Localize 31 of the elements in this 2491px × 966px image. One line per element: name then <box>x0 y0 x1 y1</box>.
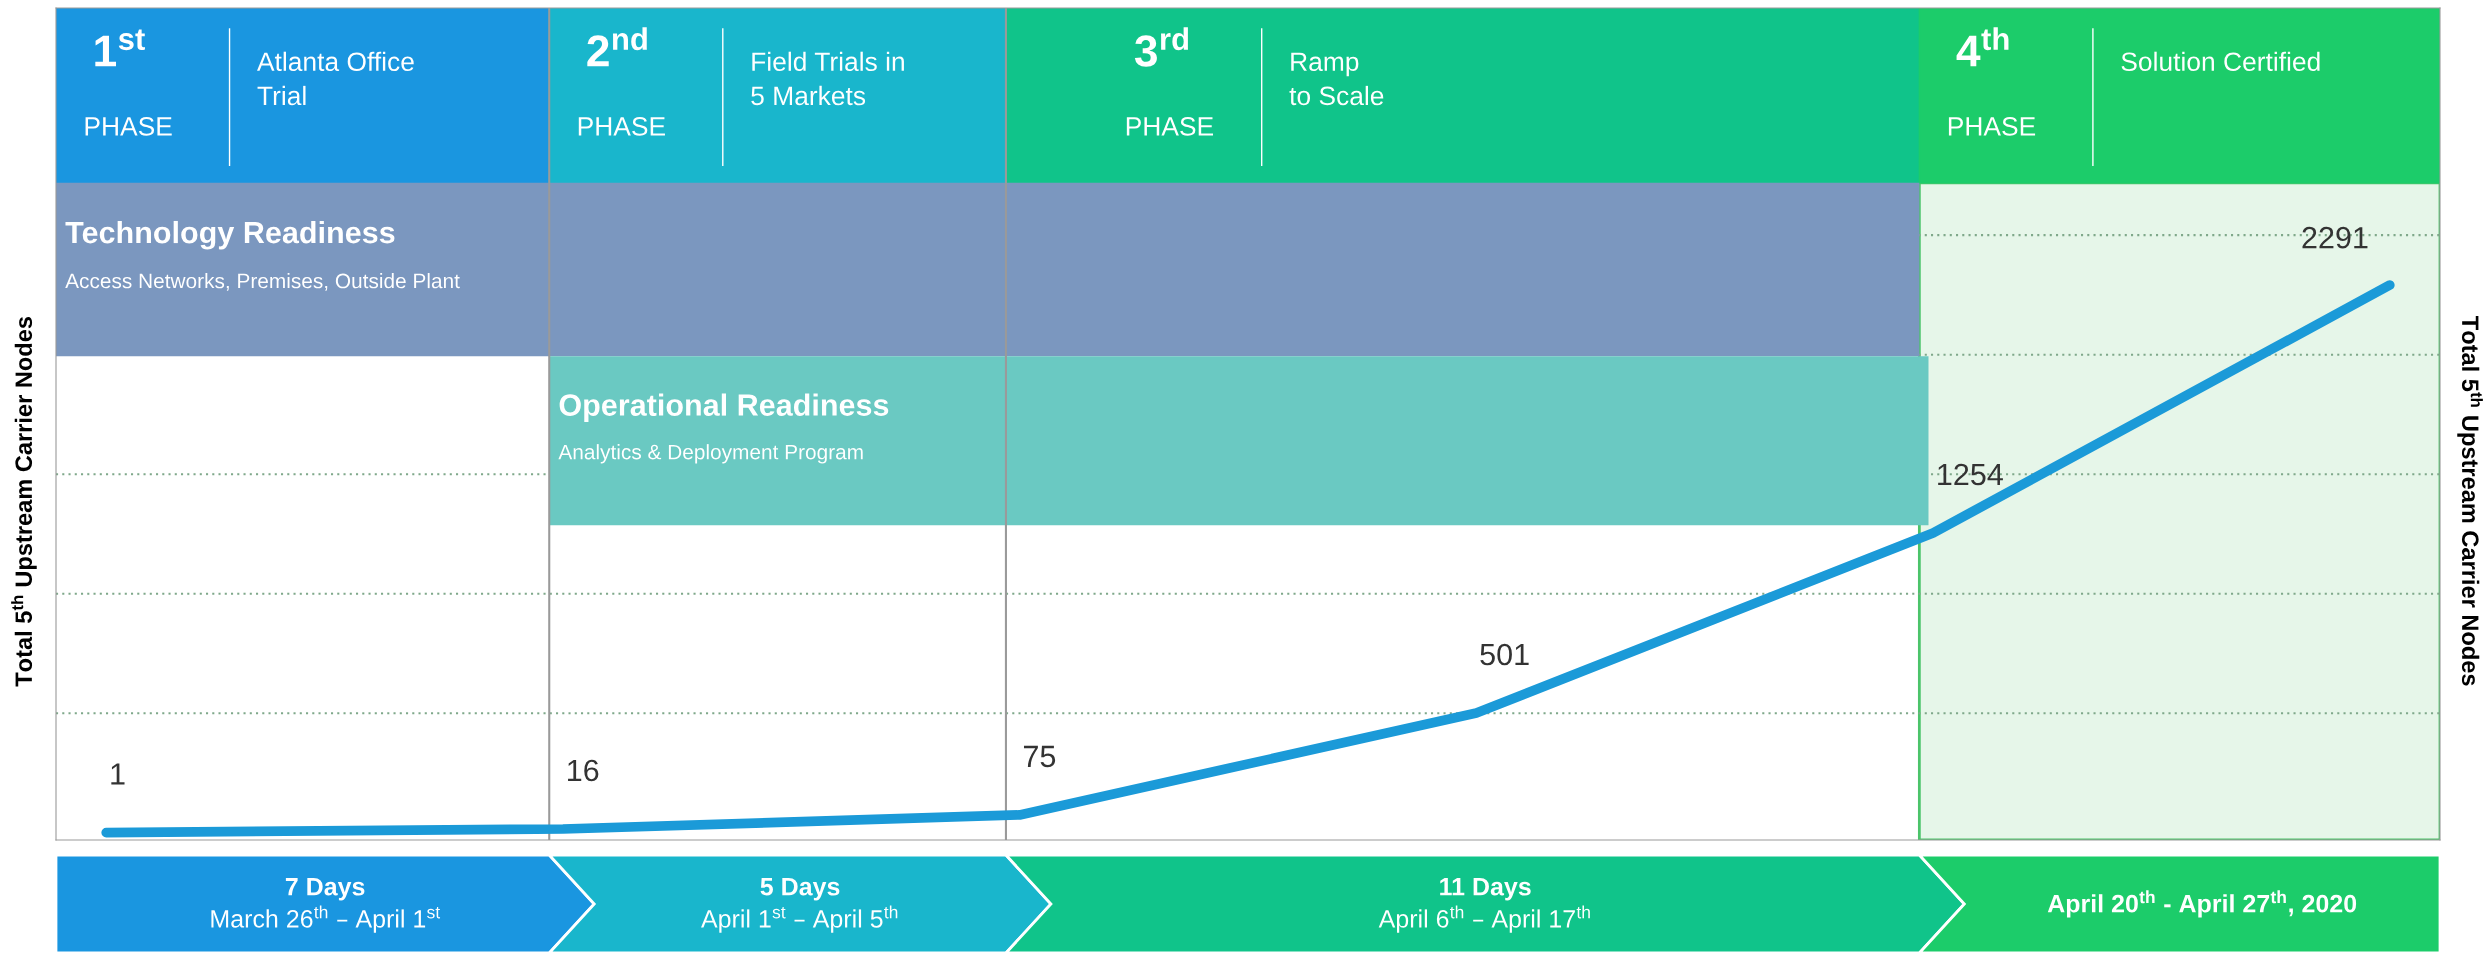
annotation: Atlanta Office Trial <box>257 51 414 106</box>
data-label: 75 <box>1023 745 1056 768</box>
annotation: Access Networks, Premises, Outside Plant <box>65 273 460 291</box>
text: 5 Days <box>760 878 840 901</box>
annotation: Field Trials in 5 Markets <box>751 51 904 106</box>
text: March 26$^{th}$ – April 1$^{st}$ <box>211 905 441 933</box>
text: 11 Days <box>1440 878 1531 901</box>
annotation: PHASE <box>85 117 172 136</box>
y2-axis-title: Total 5$^{th}$ Upstream Carrier Nodes <box>2457 316 2483 686</box>
text: April 6$^{th}$ – April 17$^{th}$ <box>1378 905 1590 933</box>
data-label: 2291 <box>2302 226 2368 249</box>
annotation: Analytics & Deployment Program <box>558 444 863 464</box>
band-label: Operational Readiness <box>559 393 889 422</box>
text: 7 Days <box>285 878 365 901</box>
annotation: PHASE <box>578 117 665 136</box>
text: April 20$^{th}$ - April 27$^{th}$, 2020 <box>2047 890 2357 918</box>
y-axis-title: Total 5$^{th}$ Upstream Carrier Nodes <box>11 316 37 687</box>
band-label: Technology Readiness <box>65 220 395 250</box>
annotation: PHASE <box>1948 117 2036 136</box>
annotation: Ramp to Scale <box>1289 52 1384 106</box>
data-label: 1 <box>111 763 125 785</box>
annotation: 4$^{th}$ <box>1956 27 2009 67</box>
annotation: 3$^{rd}$ <box>1134 27 1189 67</box>
data-label: 1254 <box>1938 463 2003 486</box>
annotation: 2$^{nd}$ <box>587 27 647 67</box>
annotation: Solution Certified <box>2121 51 2320 72</box>
data-label: 16 <box>568 759 599 782</box>
data-label: 501 <box>1480 643 1529 666</box>
annotation: 1$^{st}$ <box>95 29 145 67</box>
annotation: PHASE <box>1126 117 1214 136</box>
text: April 1$^{st}$ – April 5$^{th}$ <box>701 905 898 933</box>
